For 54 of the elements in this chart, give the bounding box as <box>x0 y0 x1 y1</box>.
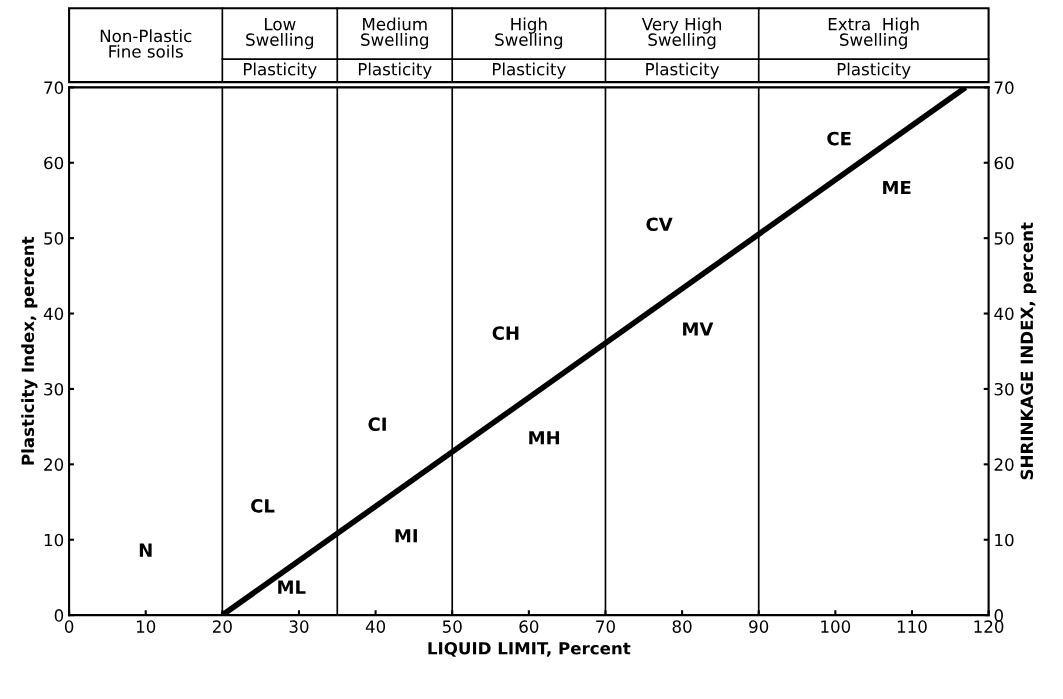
x-tick-label: 60 <box>519 620 539 633</box>
text: Plasticity <box>358 62 432 79</box>
y2-tick-label: 0 <box>994 609 1003 622</box>
y2-tick-label: 40 <box>994 307 1014 321</box>
y2-tick-label: 10 <box>995 533 1014 547</box>
annotation: CI <box>368 417 386 432</box>
x-axis-title: LIQUID LIMIT, Percent <box>428 641 631 657</box>
y-tick-label: 60 <box>44 156 64 170</box>
x-tick-label: 110 <box>897 620 927 633</box>
x-tick-label: 80 <box>672 620 692 633</box>
annotation: CV <box>646 217 673 232</box>
text: Plasticity <box>493 62 566 79</box>
text: Plasticity <box>243 62 317 79</box>
y2-tick-label: 60 <box>994 156 1014 170</box>
x-tick-label: 120 <box>974 620 1004 633</box>
annotation: CH <box>492 326 519 340</box>
annotation: ML <box>278 580 306 594</box>
annotation: MH <box>529 431 560 445</box>
text: Very High Swelling <box>641 17 722 50</box>
text: Low Swelling <box>246 18 314 50</box>
y-tick-label: 20 <box>44 458 64 471</box>
y-tick-label: 0 <box>54 609 64 622</box>
text: Plasticity <box>646 62 720 79</box>
y2-tick-label: 70 <box>994 81 1014 94</box>
x-tick-label: 70 <box>596 620 615 633</box>
y2-tick-label: 30 <box>994 382 1014 396</box>
text: Medium Swelling <box>361 17 428 50</box>
y-tick-label: 50 <box>44 232 64 245</box>
y-axis-title: Plasticity Index, percent <box>21 236 38 465</box>
annotation: MI <box>395 529 417 543</box>
annotation: MV <box>683 322 714 336</box>
x-tick-label: 90 <box>749 620 769 633</box>
y2-axis-title: SHRINKAGE INDEX, percent <box>1020 222 1037 480</box>
text: Non-Plastic Fine soils <box>100 29 192 58</box>
annotation: N <box>139 543 152 557</box>
y2-tick-label: 20 <box>994 458 1014 471</box>
y-tick-label: 70 <box>44 81 64 94</box>
y2-tick-label: 50 <box>994 232 1014 245</box>
annotation: ME <box>883 180 911 195</box>
text: High Swelling <box>495 17 563 50</box>
text: Extra High Swelling <box>828 17 919 50</box>
x-tick-label: 20 <box>212 620 232 633</box>
annotation: CL <box>251 498 275 513</box>
x-tick-label: 0 <box>64 620 74 633</box>
y-tick-label: 40 <box>43 307 64 321</box>
annotation: CE <box>827 131 851 146</box>
x-tick-label: 50 <box>442 620 462 633</box>
x-tick-label: 40 <box>365 620 386 633</box>
x-tick-label: 10 <box>136 620 156 633</box>
x-tick-label: 100 <box>821 620 851 633</box>
y-tick-label: 10 <box>44 533 64 547</box>
x-tick-label: 30 <box>289 620 309 633</box>
text: Plasticity <box>837 62 911 79</box>
y-tick-label: 30 <box>44 382 64 396</box>
